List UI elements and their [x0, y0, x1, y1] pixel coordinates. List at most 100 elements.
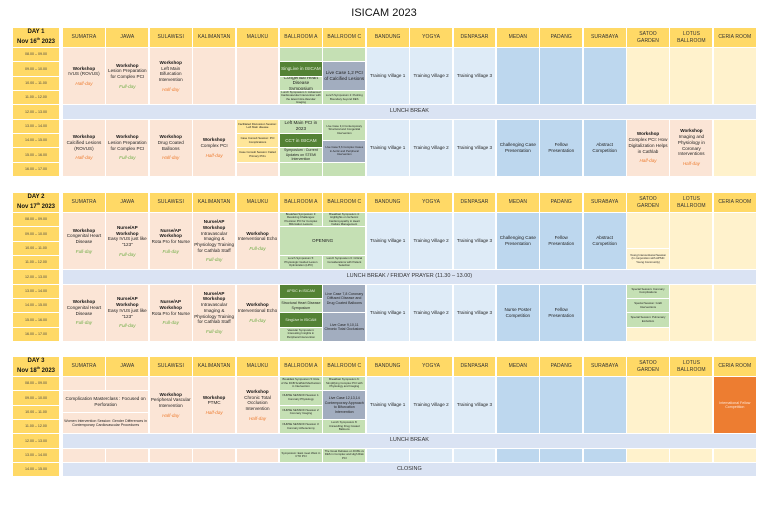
session-block[interactable]: Breakfast Symposium 3: Resolving Challen…	[279, 213, 322, 227]
workshop-session[interactable]: Workshop PTMC Half-day	[193, 377, 236, 434]
venue-header-ceria-room: CERIA ROOM	[713, 193, 756, 212]
workshop-session[interactable]: Workshop Left Main Bifurcation Interventi…	[149, 48, 192, 105]
session-block[interactable]: Live Case 5,6 Complex Cases in Aortic an…	[323, 141, 366, 162]
session-block[interactable]: Challenging Case Presentation	[496, 119, 539, 176]
session-block[interactable]: Nurse Poster Competition	[496, 284, 539, 341]
session-block[interactable]: Breakfast Symposium 5: Role of the DCB S…	[279, 377, 322, 391]
session-block[interactable]: Live Case 3,4 Contemporary Structural an…	[323, 119, 366, 141]
session-block[interactable]: Breakfast Symposium 4: Highlights on Isc…	[323, 213, 366, 227]
session-title: NURSE SESSION Session 2: Coronary Imagin…	[282, 407, 320, 416]
workshop-session[interactable]: Workshop Complex PCI: How Digitalization …	[627, 119, 669, 176]
session-block[interactable]: Training Village 2	[410, 119, 453, 176]
session-block[interactable]: Special Session: Graft Interventions	[627, 298, 669, 313]
session-block[interactable]: Training Village 1	[366, 48, 409, 105]
session-block[interactable]: International Fellow Competition	[713, 377, 756, 434]
session-block[interactable]: Vascular Symposium: Interesting Insights…	[279, 327, 322, 341]
session-block[interactable]: Breakfast Symposium 6: Simplifying Compl…	[323, 377, 366, 391]
session-block[interactable]: Live Case 9,10,11 Chronic Total Occlusio…	[323, 313, 366, 341]
session-block[interactable]: NURSE SESSION Session 1: Coronary Physio…	[279, 391, 322, 405]
session-block[interactable]: Lunch Symposium 1: Advanced Cardiovascul…	[279, 90, 322, 105]
session-title: CCT in ISICAM	[285, 137, 317, 143]
workshop-session[interactable]: Workshop Interventional Echo Full-day	[236, 213, 279, 270]
workshop-session[interactable]: Workshop Lesion Preparation for Complex P…	[106, 48, 149, 105]
session-block[interactable]: Facilitated Discussion Session: Left Mai…	[236, 119, 279, 133]
session-block[interactable]: Fellow Presentation	[540, 284, 583, 341]
session-block[interactable]: Live Case 12,13,14 Contemporary Approach…	[323, 391, 366, 419]
workshop-session[interactable]: Nurse/AP Workshop Easy IVUS just like "12…	[106, 284, 149, 341]
workshop-session[interactable]: Workshop Congenital Heart Disease Full-day	[63, 284, 105, 341]
session-block[interactable]: The Great Debates on DCBs vs DES in Comp…	[323, 448, 366, 462]
session-block[interactable]: Fellow Presentation	[540, 119, 583, 176]
session-block[interactable]: NURSE SESSION Session 3: Coronary Athere…	[279, 419, 322, 434]
workshop-session[interactable]: Workshop IVUS (ROVUS) Half-day	[63, 48, 105, 105]
break-row[interactable]: LUNCH BREAK / FRIDAY PRAYER (11.30 – 13.…	[63, 270, 756, 284]
session-block[interactable]: Live Case 7,8 Coronary Diffused Disease …	[323, 284, 366, 313]
session-block[interactable]: Case Consult Session: PCI Complications	[236, 133, 279, 148]
session-block[interactable]: Fellow Presentation	[540, 213, 583, 270]
workshop-session[interactable]: Nurse/AP Workshop Rota Pro for Nurse Full-…	[149, 213, 192, 270]
session-block[interactable]: Structural Heart Disease Symposium	[279, 298, 322, 313]
workshop-session[interactable]: Workshop Imaging and Physiology in Corona…	[670, 119, 713, 176]
empty-slot	[670, 448, 713, 462]
session-block[interactable]: Training Village 2	[410, 377, 453, 434]
session-block[interactable]: Live Case 1,2 PCI of Calcified Lesions	[323, 62, 366, 90]
session-block[interactable]: Training Village 2	[410, 213, 453, 270]
session-block[interactable]: Symposium: East meet West in CTO PCI	[279, 448, 322, 462]
session-block[interactable]: Training Village 2	[410, 48, 453, 105]
session-block[interactable]: Training Village 1	[366, 284, 409, 341]
session-title: Training Village 2	[413, 309, 449, 315]
session-block[interactable]: Lunch Symposium 5: Physiologic Guided Le…	[279, 255, 322, 270]
session-block[interactable]: Lunch Symposium 6: Critical Consideratio…	[323, 255, 366, 270]
workshop-session[interactable]: Nurse/AP Workshop Intravascular Imaging &…	[193, 213, 236, 270]
session-block[interactable]: Training Village 3	[453, 377, 496, 434]
session-block[interactable]: Symposium : Current Updates on STEMI Int…	[279, 148, 322, 162]
session-block[interactable]: Women Intervention Session: Gender Diffe…	[63, 412, 149, 434]
workshop-session[interactable]: Workshop Complex PCI Half-day	[193, 119, 236, 176]
venue-header-yogya: YOGYA	[410, 28, 453, 47]
session-block[interactable]: Abstract Competition	[583, 119, 626, 176]
workshop-session[interactable]: Nurse/AP Workshop Easy IVUS just like "12…	[106, 213, 149, 270]
session-block[interactable]: SingLive in ISICAM	[279, 62, 322, 76]
break-row[interactable]: LUNCH BREAK	[63, 105, 756, 119]
session-block[interactable]: Training Village 2	[410, 284, 453, 341]
venue-header-sumatra: SUMATRA	[63, 193, 105, 212]
workshop-session[interactable]: Workshop Interventional Echo Full-day	[236, 284, 279, 341]
session-block[interactable]: Case Consult Session: Failed Primary PCI…	[236, 148, 279, 162]
break-row[interactable]: CLOSING	[63, 462, 756, 477]
session-block[interactable]: Special Session: Coronary Complications	[627, 284, 669, 298]
session-title: Chronic Total Occlusion Intervention	[244, 394, 271, 411]
session-block[interactable]: Lunch Symposium 8: Unravelling Drug Coat…	[323, 419, 366, 434]
duration-label: Full-day	[162, 248, 179, 254]
workshop-session[interactable]: Workshop Drug Coated Balloons Half-day	[149, 119, 192, 176]
session-block[interactable]: NURSE SESSION Session 2: Coronary Imagin…	[279, 405, 322, 419]
session-block[interactable]: Left Main PCI in 2023	[279, 119, 322, 133]
session-block[interactable]: APSIC in ISICAM	[279, 284, 322, 298]
session-block[interactable]: SingLive in ISICAM	[279, 313, 322, 327]
session-block[interactable]: CCT in ISICAM	[279, 133, 322, 148]
workshop-session[interactable]: Workshop Congenital Heart Disease Full-day	[63, 213, 105, 270]
workshop-session[interactable]: Workshop Chronic Total Occlusion Interven…	[236, 377, 279, 434]
workshop-session[interactable]: Workshop Calcified Lesions (ROVUS) Half-da…	[63, 119, 105, 176]
session-block[interactable]: Special Session: Pulmonary Embolism	[627, 313, 669, 327]
break-row[interactable]: LUNCH BREAK	[63, 434, 756, 448]
session-block[interactable]: Complication Masterclass : Focused on Pe…	[63, 391, 149, 412]
session-block[interactable]: Abstract Competition	[583, 213, 626, 270]
session-block[interactable]: Training Village 1	[366, 119, 409, 176]
session-block[interactable]: Young Interventional Session (In conjunc…	[627, 248, 669, 270]
workshop-session[interactable]: Nurse/AP Workshop Rota Pro for Nurse Full-…	[149, 284, 192, 341]
empty-slot	[627, 213, 669, 248]
session-block[interactable]: Congenital Heart Disease Symposium	[279, 76, 322, 90]
session-block[interactable]: Challenging Case Presentation	[496, 213, 539, 270]
session-block[interactable]: Training Village 3	[453, 213, 496, 270]
time-slot: 14.00 – 15.00	[13, 462, 59, 477]
workshop-session[interactable]: Workshop Peripheral Vascular Intervention…	[149, 377, 192, 434]
workshop-session[interactable]: Workshop Lesion Preparation for Complex P…	[106, 119, 149, 176]
workshop-session[interactable]: Nurse/AP Workshop Intravascular Imaging &…	[193, 284, 236, 341]
session-block[interactable]: Training Village 3	[453, 119, 496, 176]
session-block[interactable]: Training Village 3	[453, 48, 496, 105]
session-block[interactable]: Training Village 3	[453, 284, 496, 341]
session-block[interactable]: OPENING	[279, 227, 366, 255]
session-block[interactable]: Training Village 1	[366, 377, 409, 434]
session-block[interactable]: Training Village 1	[366, 213, 409, 270]
session-block[interactable]: Lunch Symposium 2: Pushing Boundary beyo…	[323, 90, 366, 105]
